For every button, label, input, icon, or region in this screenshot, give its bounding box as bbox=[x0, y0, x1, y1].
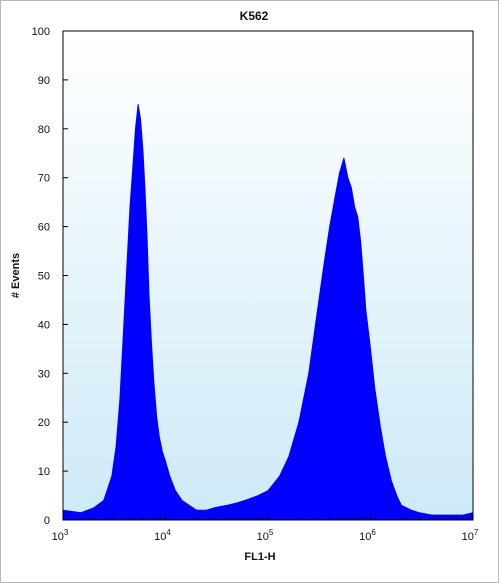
y-tick-label: 30 bbox=[38, 368, 50, 380]
y-tick-label: 20 bbox=[38, 417, 50, 429]
x-tick-label: 106 bbox=[359, 528, 376, 543]
x-axis-title: FL1-H bbox=[244, 551, 275, 563]
chart-title: K562 bbox=[240, 9, 269, 23]
y-tick-label: 10 bbox=[38, 466, 50, 478]
x-tick-label: 105 bbox=[257, 528, 274, 543]
x-tick-label: 107 bbox=[462, 528, 479, 543]
x-tick-label: 104 bbox=[154, 528, 171, 543]
y-tick-label: 100 bbox=[32, 26, 50, 38]
x-tick-label: 103 bbox=[52, 528, 69, 543]
y-tick-label: 90 bbox=[38, 75, 50, 87]
histogram-area bbox=[62, 103, 474, 521]
y-tick-label: 60 bbox=[38, 222, 50, 234]
y-tick-label: 80 bbox=[38, 124, 50, 136]
y-axis-title: # Events bbox=[10, 253, 22, 298]
y-tick-label: 50 bbox=[38, 271, 50, 283]
y-tick-label: 70 bbox=[38, 173, 50, 185]
y-tick-label: 40 bbox=[38, 319, 50, 331]
y-tick-label: 0 bbox=[44, 515, 50, 527]
